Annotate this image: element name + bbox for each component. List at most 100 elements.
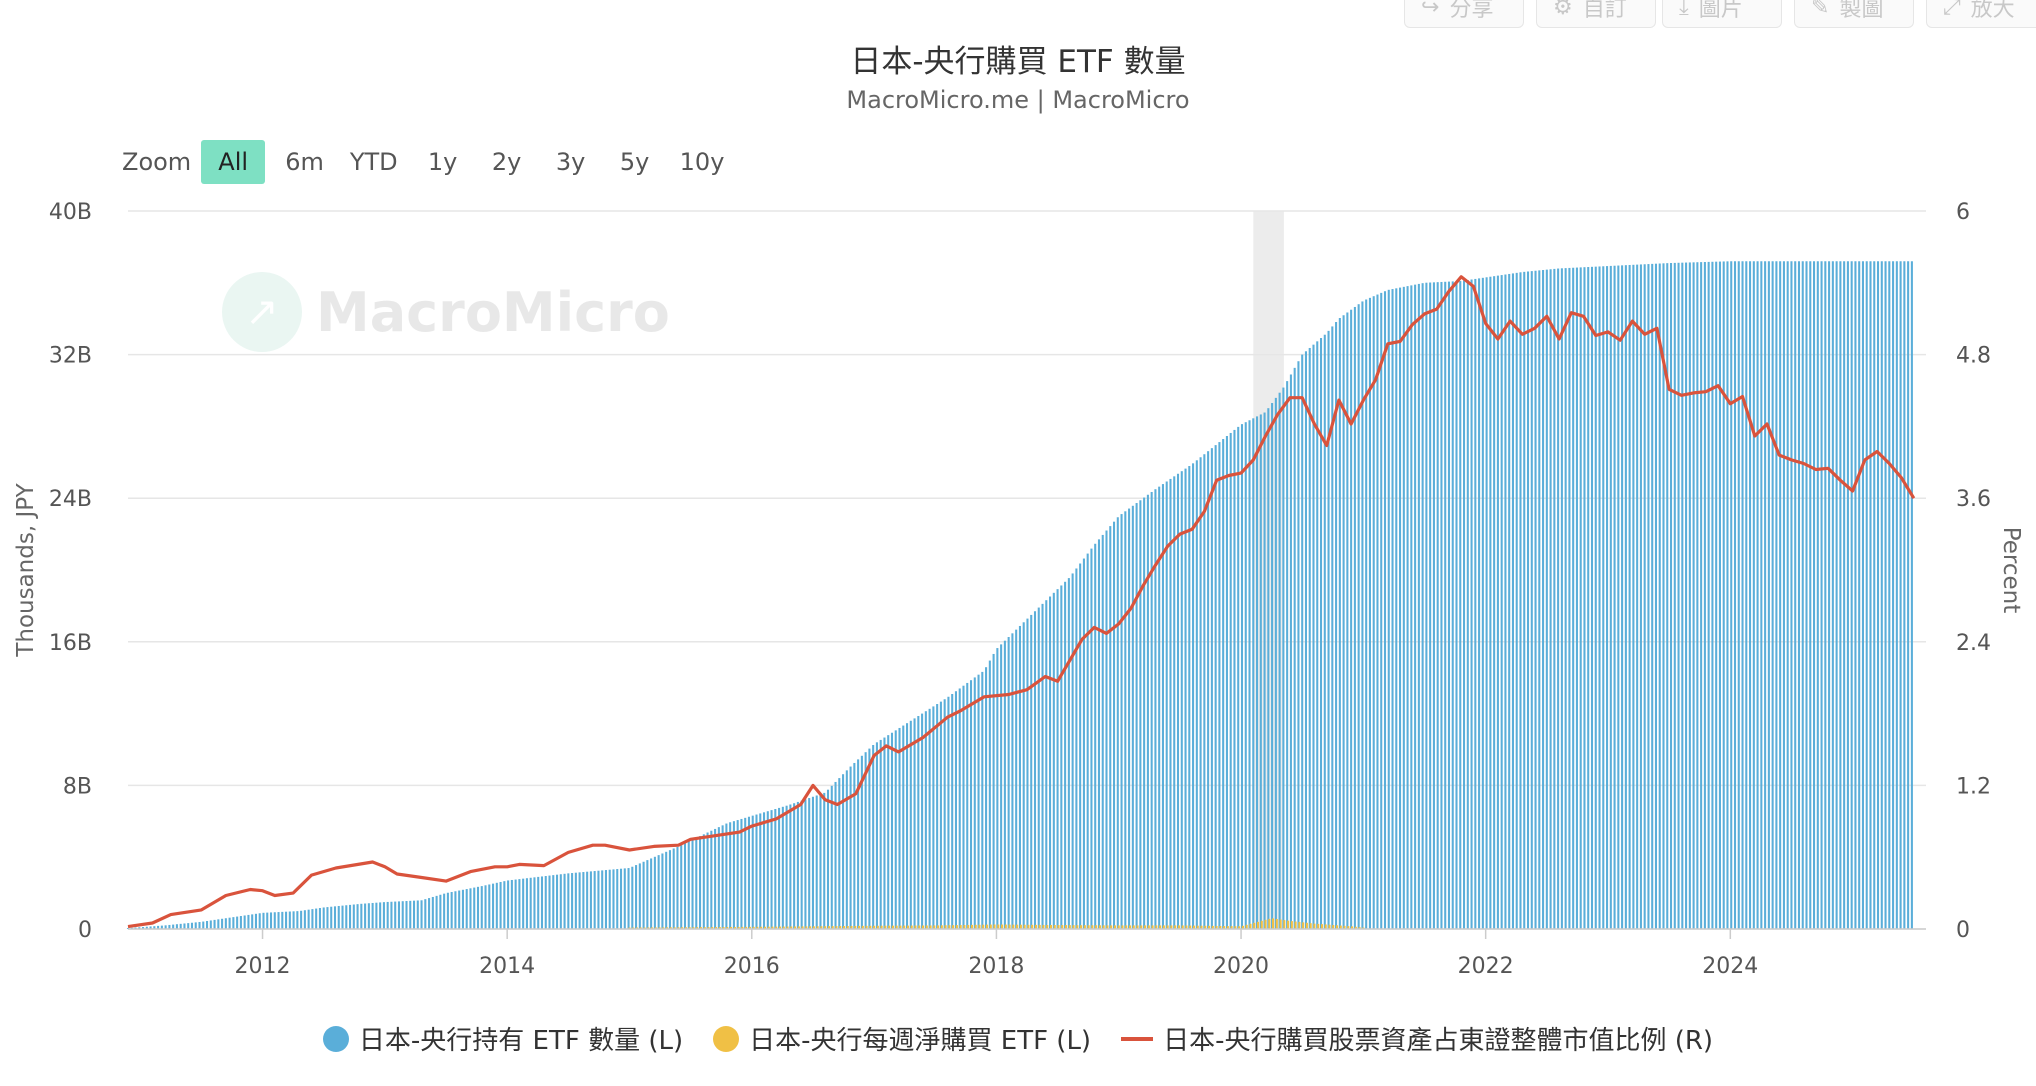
legend-item-holdings[interactable]: 日本-央行持有 ETF 數量 (L) (322, 1020, 683, 1057)
zoom-6m-button[interactable]: 6m (285, 148, 324, 176)
holdings-bar (303, 910, 306, 929)
legend-item-weekly[interactable]: 日本-央行每週淨購買 ETF (L) (713, 1020, 1091, 1057)
weekly-purchase-bar (1320, 924, 1323, 929)
holdings-bar (1662, 263, 1665, 929)
toolbar-button[interactable]: ⚙ 自訂 (1536, 0, 1656, 28)
holdings-bar (1045, 600, 1048, 929)
holdings-bar (842, 774, 845, 929)
holdings-bar (1692, 262, 1695, 929)
download-icon: ⤓ (1679, 0, 1689, 20)
holdings-bar (977, 674, 980, 929)
holdings-bar (1304, 351, 1308, 930)
weekly-purchase-bar (666, 927, 669, 929)
holdings-bar (145, 926, 148, 929)
holdings-bar (954, 691, 957, 929)
holdings-bar (1146, 494, 1149, 929)
weekly-purchase-bar (741, 926, 744, 929)
holdings-bar (796, 801, 799, 929)
toolbar-button[interactable]: ⤓ 圖片 (1662, 0, 1782, 28)
weekly-purchase-bar (711, 927, 714, 929)
x-tick-label: 2022 (1458, 954, 1514, 979)
weekly-purchase-bar (914, 925, 917, 929)
weekly-purchase-bar (933, 925, 936, 929)
holdings-bar (1075, 568, 1078, 929)
y-left-tick-label: 16B (49, 631, 92, 656)
holdings-bar (759, 813, 762, 929)
holdings-bar (1677, 262, 1680, 930)
holdings-bar (695, 837, 698, 929)
holdings-bar (439, 894, 442, 929)
holdings-bar (285, 911, 288, 929)
weekly-purchase-bar (805, 926, 808, 929)
holdings-bar (1715, 261, 1718, 930)
weekly-purchase-bar (1196, 925, 1199, 929)
holdings-bar (1542, 270, 1545, 929)
holdings-bar (1139, 500, 1142, 929)
zoom-all-button[interactable]: All (201, 140, 266, 184)
weekly-purchase-bar (1144, 925, 1147, 929)
holdings-bar (1316, 341, 1319, 929)
holdings-bar (247, 914, 250, 929)
holdings-bar (1233, 429, 1236, 929)
holdings-bar (390, 901, 393, 929)
zoom-5y-button[interactable]: 5y (619, 148, 650, 176)
holdings-bar (1500, 275, 1503, 929)
y-right-tick-label: 4.8 (1956, 344, 1991, 369)
weekly-purchase-bar (1268, 918, 1271, 929)
weekly-purchase-bar (1072, 925, 1075, 929)
weekly-purchase-bar (1275, 918, 1278, 929)
weekly-purchase-bar (1204, 925, 1207, 929)
holdings-bar (262, 912, 265, 929)
holdings-bar (292, 911, 295, 929)
expand-icon: ⤢ (1943, 0, 1961, 20)
holdings-bar (1203, 454, 1206, 929)
weekly-purchase-bar (722, 927, 725, 929)
holdings-bar (714, 828, 717, 929)
holdings-bar (1654, 263, 1658, 930)
holdings-bar (1150, 491, 1153, 929)
toolbar-button[interactable]: ↪ 分享 (1404, 0, 1524, 28)
holdings-bar (1737, 261, 1740, 929)
toolbar-button[interactable]: ✎ 製圖 (1794, 0, 1914, 28)
holdings-bar (153, 926, 156, 929)
holdings-bar (1722, 261, 1725, 929)
holdings-bar (446, 892, 449, 929)
holdings-bar (1511, 273, 1514, 929)
holdings-bar (680, 845, 683, 929)
holdings-bar (981, 671, 984, 929)
weekly-purchase-bar (684, 927, 687, 929)
weekly-purchase-bar (1004, 924, 1007, 929)
weekly-purchase-bar (1091, 925, 1094, 929)
weekly-purchase-bar (1065, 925, 1068, 929)
holdings-bar (1707, 261, 1710, 929)
weekly-purchase-bar (1260, 920, 1263, 929)
weekly-purchase-bar (1113, 925, 1117, 929)
watermark-text: MacroMicro (316, 280, 670, 344)
holdings-bar (1214, 445, 1217, 929)
weekly-purchase-bar (677, 927, 680, 929)
holdings-bar (1557, 268, 1560, 929)
holdings-bar (175, 924, 178, 929)
toolbar-button[interactable]: ⤢ 放大 (1926, 0, 2036, 28)
weekly-purchase-bar (1117, 925, 1120, 929)
holdings-bar (1207, 451, 1210, 929)
weekly-purchase-bar (1324, 924, 1327, 929)
legend-item-ratio[interactable]: 日本-央行購買股票資產占東證整體市值比例 (R) (1121, 1020, 1713, 1057)
zoom-1y-button[interactable]: 1y (427, 148, 458, 176)
holdings-bar (1779, 261, 1782, 929)
holdings-bar (996, 648, 999, 929)
weekly-purchase-bar (1016, 924, 1019, 929)
weekly-purchase-bar (809, 926, 812, 929)
chart-title: 日本-央行購買 ETF 數量 (850, 44, 1186, 80)
holdings-bar (1515, 272, 1518, 929)
holdings-bar (179, 923, 182, 929)
zoom-3y-button[interactable]: 3y (555, 148, 586, 176)
holdings-bar (1846, 261, 1849, 929)
x-tick-label: 2014 (479, 954, 535, 979)
zoom-ytd-button[interactable]: YTD (349, 148, 398, 176)
weekly-purchase-bar (978, 924, 981, 929)
weekly-purchase-bar (1151, 925, 1154, 929)
zoom-10y-button[interactable]: 10y (679, 148, 725, 176)
weekly-purchase-bar (801, 926, 804, 929)
zoom-2y-button[interactable]: 2y (491, 148, 522, 176)
